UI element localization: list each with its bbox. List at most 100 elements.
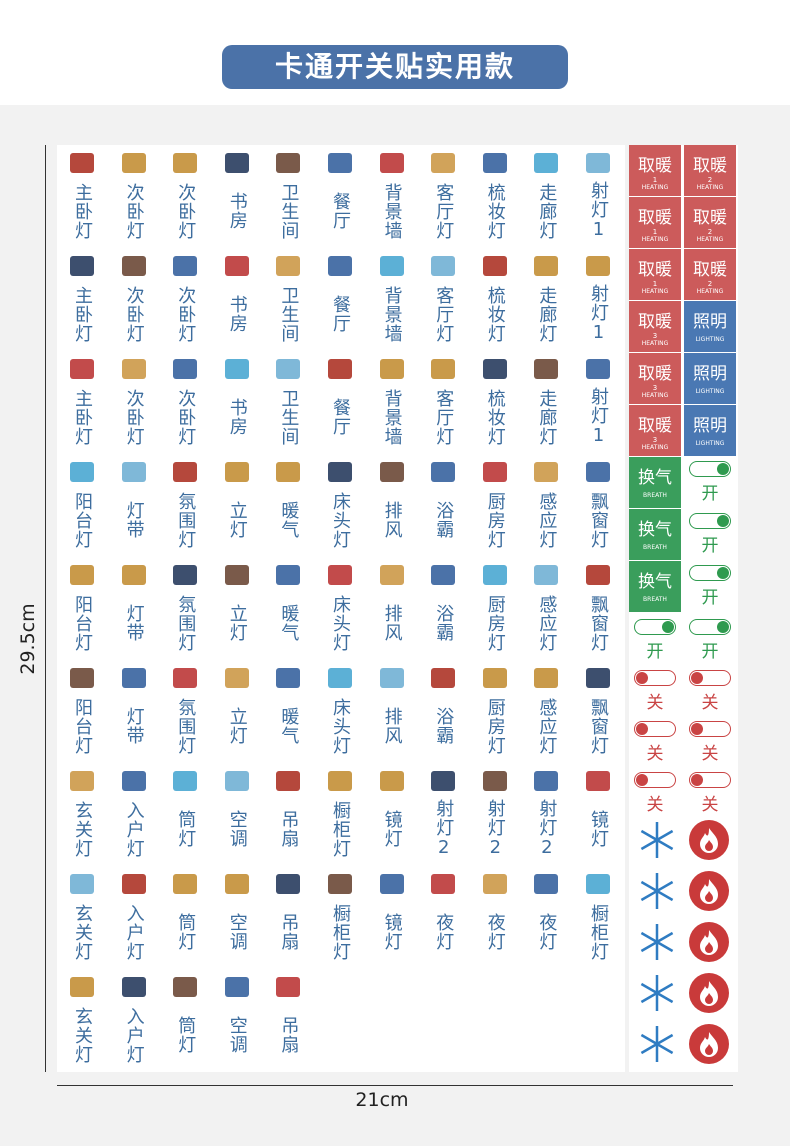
flame: [700, 1032, 718, 1057]
sticker-label: 次卧灯: [123, 182, 145, 240]
sticker-label: 筒灯: [175, 913, 197, 951]
sticker-icon: [224, 977, 249, 997]
sticker: 夜灯: [418, 866, 469, 969]
sticker-label: 主卧灯: [72, 182, 93, 240]
sticker-icon: [534, 359, 559, 379]
toggle-knob: [717, 515, 729, 527]
sticker-label: 走廊灯: [536, 182, 558, 240]
sticker-label: 次卧灯: [123, 285, 145, 343]
sticker-icon: [224, 462, 249, 482]
tag-sub: HEATING: [641, 236, 669, 243]
tag-number: 2: [707, 280, 713, 288]
tag-label: 换气: [638, 468, 672, 488]
sticker-label: 灯带: [123, 604, 145, 642]
height-label: 29.5cm: [17, 603, 39, 675]
sticker: 空调: [212, 763, 263, 866]
tag-label: 取暖: [693, 156, 727, 176]
sticker: 飘窗灯: [573, 557, 624, 660]
switch-label: 开: [646, 642, 664, 662]
tag-sub: LIGHTING: [695, 388, 725, 395]
sticker-label: 阳台灯: [72, 697, 93, 755]
sticker-label: 夜灯: [536, 913, 558, 951]
sticker-icon: [70, 256, 94, 276]
sticker-icon: [173, 359, 198, 379]
sticker-icon: [224, 771, 249, 791]
tag-label: 取暖: [693, 260, 727, 280]
switch: 关: [684, 768, 736, 816]
sticker-icon: [482, 256, 507, 276]
sticker: 浴霸: [418, 660, 469, 763]
sticker-icon: [379, 874, 404, 894]
flame: [700, 879, 718, 904]
sticker-label: 吊扇: [278, 913, 300, 951]
switch-label: 关: [646, 744, 664, 764]
sticker: 射灯2: [470, 763, 521, 866]
sticker-icon: [173, 874, 198, 894]
heating-tag: 取暖 3 HEATING: [629, 353, 681, 404]
tag-number: 2: [707, 228, 713, 236]
sticker: 暖气: [263, 557, 314, 660]
sticker: 排风: [367, 557, 418, 660]
sticker-icon: [121, 565, 146, 585]
sticker: 镜灯: [367, 763, 418, 866]
sticker-label: 空调: [226, 810, 248, 848]
sticker-icon: [431, 771, 456, 791]
sticker-label: 射灯2: [536, 799, 558, 859]
sticker-icon: [482, 359, 507, 379]
sticker-icon: [534, 256, 559, 276]
sticker-icon: [586, 771, 610, 791]
tag-label: 照明: [693, 364, 727, 384]
sticker-icon: [482, 771, 507, 791]
toggle: [689, 772, 731, 788]
sticker: 空调: [212, 969, 263, 1072]
snowflake-icon: [637, 820, 677, 860]
sticker: 主卧灯: [57, 351, 108, 454]
sticker-icon: [70, 874, 94, 894]
sticker-icon: [586, 256, 610, 276]
snowflake: [640, 924, 674, 960]
sticker-icon: [534, 668, 559, 688]
heating-tag: 取暖 3 HEATING: [629, 405, 681, 456]
flame-icon: [689, 871, 729, 911]
sticker-label: 筒灯: [175, 1016, 197, 1054]
switch-label: 关: [701, 744, 719, 764]
sticker-label: 吊扇: [278, 1016, 300, 1054]
sticker-icon: [379, 256, 404, 276]
sticker-label: 书房: [226, 192, 248, 230]
sticker-label: 灯带: [123, 707, 145, 745]
sticker-icon: [173, 256, 198, 276]
sticker-label: 空调: [226, 1016, 248, 1054]
sticker: 走廊灯: [521, 248, 572, 351]
sticker-label: 卫生间: [278, 285, 300, 343]
sticker: 床头灯: [315, 660, 366, 763]
sticker-icon: [224, 874, 249, 894]
snowflake-icon: [637, 1024, 677, 1064]
sticker-label: 客厅灯: [433, 182, 455, 240]
sticker-icon: [276, 256, 301, 276]
sticker-label: 空调: [226, 913, 248, 951]
sticker-icon: [482, 153, 507, 173]
sticker-icon: [276, 565, 301, 585]
sticker-label: 暖气: [278, 604, 300, 642]
sticker: 飘窗灯: [573, 454, 624, 557]
sticker-label: 射灯1: [588, 387, 609, 447]
height-line: [45, 145, 46, 1072]
sticker-label: 厨房灯: [484, 491, 506, 549]
sticker-label: 飘窗灯: [588, 594, 609, 652]
sticker-label: 次卧灯: [175, 182, 197, 240]
sticker-label: 橱柜灯: [588, 903, 609, 961]
sticker-label: 背景墙: [381, 388, 403, 446]
sticker: 射灯1: [573, 351, 624, 454]
sticker-icon: [534, 874, 559, 894]
flame-icon: [689, 973, 729, 1013]
sticker-label: 餐厅: [330, 192, 351, 230]
sticker-icon: [224, 565, 249, 585]
sticker-label: 梳妆灯: [484, 182, 506, 240]
tag-label: 换气: [638, 572, 672, 592]
sticker: 感应灯: [521, 557, 572, 660]
sticker: 橱柜灯: [315, 866, 366, 969]
sticker-label: 床头灯: [330, 594, 351, 652]
tag-sub: BREATH: [643, 544, 667, 551]
tag-label: 换气: [638, 520, 672, 540]
sticker: 走廊灯: [521, 351, 572, 454]
